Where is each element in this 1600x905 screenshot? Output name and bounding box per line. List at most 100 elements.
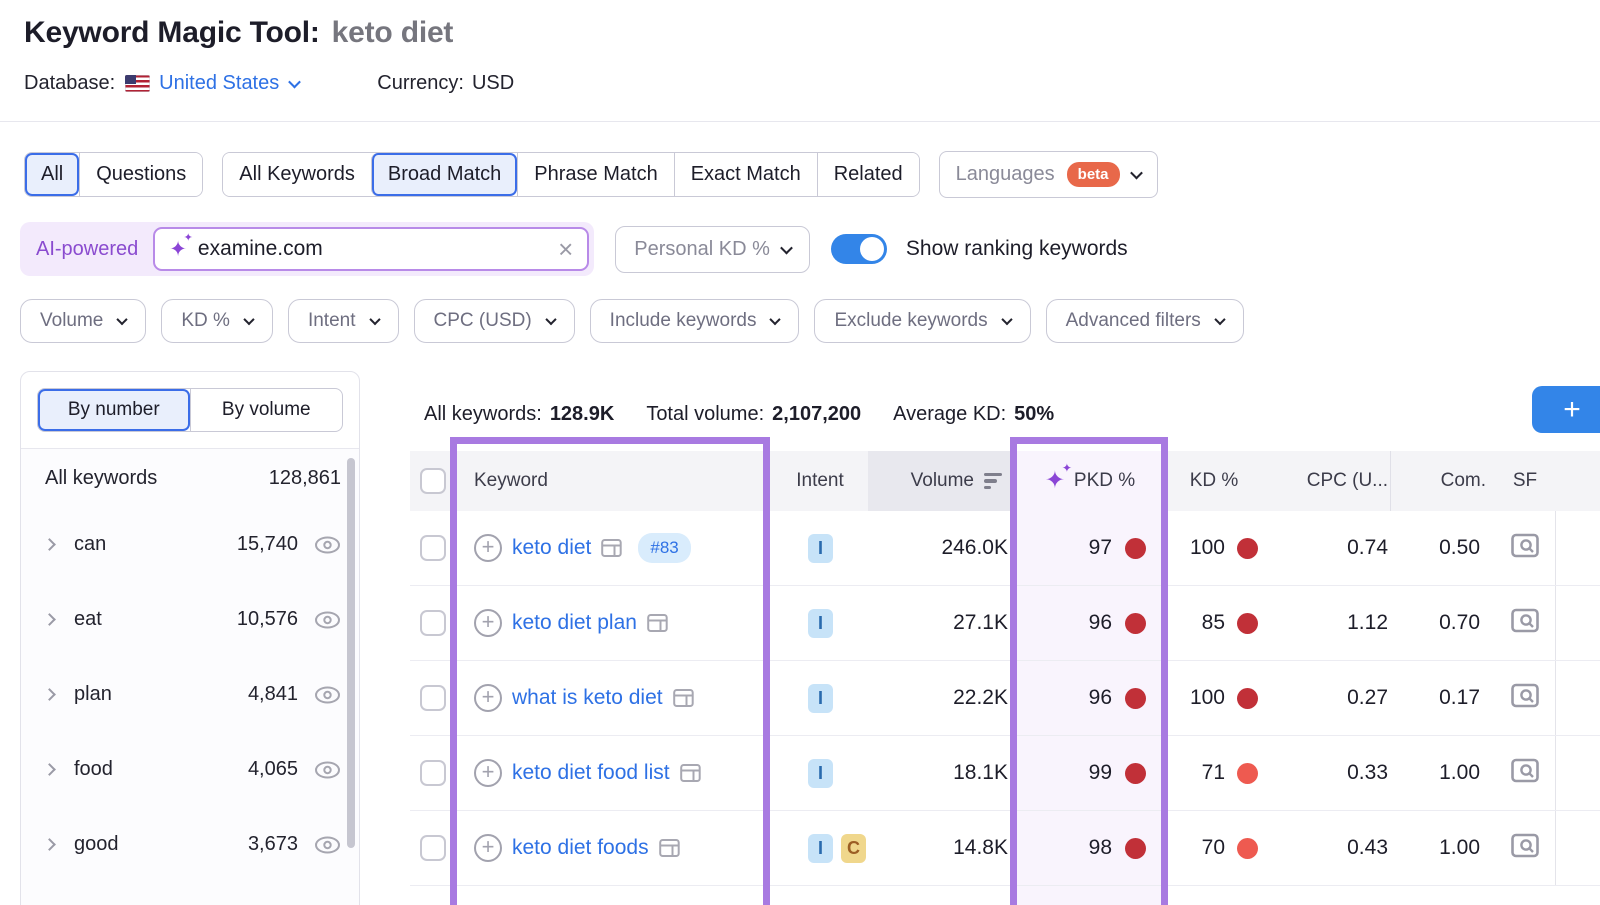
languages-dropdown[interactable]: Languages beta <box>938 151 1158 198</box>
table-row: keto diet plan I 27.1K 96 85 1.12 0.70 <box>410 586 1600 661</box>
keyword-link[interactable]: keto diet foods <box>512 836 649 859</box>
add-to-list-button[interactable]: + <box>1532 386 1600 433</box>
ranking-badge[interactable]: #83 <box>638 533 691 563</box>
filter-dropdown-kd[interactable]: KD % <box>161 299 273 343</box>
page-query: keto diet <box>331 16 454 49</box>
tab-related[interactable]: Related <box>816 153 919 196</box>
tab-by-number[interactable]: By number <box>38 389 190 431</box>
tab-all-keywords[interactable]: All Keywords <box>223 153 371 196</box>
stat-all-keywords: All keywords: 128.9K <box>424 403 614 426</box>
keyword-group-row[interactable]: good 3,673 <box>43 807 341 882</box>
keyword-search-box[interactable]: ✦ × <box>153 227 590 271</box>
filter-dropdown-exclude-keywords[interactable]: Exclude keywords <box>814 299 1031 343</box>
filter-label-exclude-keywords: Exclude keywords <box>834 310 988 331</box>
filter-dropdown-include-keywords[interactable]: Include keywords <box>589 299 800 343</box>
column-header-pkd[interactable]: ✦ PKD % <box>1016 451 1164 511</box>
sidebar-scrollbar[interactable] <box>347 458 355 848</box>
row-checkbox[interactable] <box>420 685 446 711</box>
intent-cell: I <box>772 511 868 585</box>
intent-cell: I <box>772 586 868 660</box>
column-header-com[interactable]: Com. <box>1390 451 1494 511</box>
intent-badge-i: I <box>808 683 833 713</box>
group-count: 4,065 <box>247 758 298 780</box>
tab-exact-match[interactable]: Exact Match <box>673 153 817 196</box>
chevron-right-icon[interactable] <box>43 613 56 626</box>
serp-features-icon[interactable] <box>1510 533 1539 564</box>
personal-kd-dropdown[interactable]: Personal KD % <box>615 225 810 273</box>
serp-features-icon[interactable] <box>1510 683 1539 714</box>
column-header-volume[interactable]: Volume <box>868 451 1016 511</box>
filter-dropdown-volume[interactable]: Volume <box>20 299 147 343</box>
chevron-right-icon[interactable] <box>43 688 56 701</box>
column-header-cpc[interactable]: CPC (U... <box>1306 470 1388 491</box>
row-checkbox[interactable] <box>420 610 446 636</box>
chevron-right-icon[interactable] <box>43 838 56 851</box>
row-checkbox[interactable] <box>420 760 446 786</box>
sort-desc-icon <box>984 472 1002 490</box>
group-sort-tabs: By number By volume <box>37 388 343 432</box>
serp-preview-icon[interactable] <box>672 688 694 708</box>
group-label: good <box>74 833 119 855</box>
column-header-keyword[interactable]: Keyword <box>474 470 548 491</box>
keyword-link[interactable]: keto diet plan <box>512 611 637 634</box>
all-keywords-row[interactable]: All keywords 128,861 <box>45 449 341 507</box>
column-header-sf[interactable]: SF <box>1512 470 1538 491</box>
database-selector[interactable]: United States <box>159 72 302 95</box>
kd-cell: 100 <box>1164 511 1264 585</box>
column-header-kd[interactable]: KD % <box>1189 470 1239 491</box>
pkd-cell: 99 <box>1016 736 1164 810</box>
chevron-right-icon[interactable] <box>43 763 56 776</box>
filter-dropdown-cpc[interactable]: CPC (USD) <box>413 299 575 343</box>
row-checkbox[interactable] <box>420 835 446 861</box>
header-divider <box>0 121 1600 122</box>
group-count: 4,841 <box>247 683 298 705</box>
tab-phrase-match[interactable]: Phrase Match <box>517 153 674 196</box>
toggle-knob <box>859 237 884 261</box>
keyword-group-row[interactable]: plan 4,841 <box>43 657 341 732</box>
serp-features-icon[interactable] <box>1510 833 1539 864</box>
serp-preview-icon[interactable] <box>647 613 668 633</box>
pkd-dot <box>1125 687 1146 709</box>
kd-cell: 100 <box>1164 661 1264 735</box>
add-keyword-icon[interactable] <box>474 834 502 862</box>
keyword-link[interactable]: keto diet <box>512 536 592 559</box>
serp-features-icon[interactable] <box>1510 758 1539 789</box>
keyword-search-input[interactable] <box>197 237 548 261</box>
chevron-right-icon[interactable] <box>43 538 56 551</box>
group-label: can <box>74 533 107 555</box>
column-header-intent[interactable]: Intent <box>796 470 844 491</box>
eye-icon[interactable] <box>314 536 341 554</box>
clear-search-icon[interactable]: × <box>558 234 574 264</box>
eye-icon[interactable] <box>314 761 341 779</box>
kd-cell: 71 <box>1164 736 1264 810</box>
filter-dropdown-advanced-filters[interactable]: Advanced filters <box>1045 299 1244 343</box>
keyword-group-row[interactable]: eat 10,576 <box>43 582 341 657</box>
keyword-link[interactable]: keto diet food list <box>512 761 670 784</box>
select-all-checkbox[interactable] <box>420 468 446 494</box>
serp-features-icon[interactable] <box>1510 608 1539 639</box>
add-keyword-icon[interactable] <box>474 609 502 637</box>
tab-all[interactable]: All <box>25 153 80 196</box>
add-keyword-icon[interactable] <box>474 684 502 712</box>
keyword-group-row[interactable]: food 4,065 <box>43 732 341 807</box>
row-checkbox[interactable] <box>420 535 446 561</box>
serp-preview-icon[interactable] <box>658 838 680 858</box>
ranking-keywords-toggle[interactable] <box>830 234 887 264</box>
eye-icon[interactable] <box>314 611 341 629</box>
us-flag-icon <box>125 75 151 92</box>
intent-badge-i: I <box>808 608 833 638</box>
filter-dropdown-intent[interactable]: Intent <box>287 299 399 343</box>
keyword-group-row[interactable]: can 15,740 <box>43 507 341 582</box>
tab-questions[interactable]: Questions <box>79 153 203 196</box>
serp-preview-icon[interactable] <box>601 538 623 558</box>
eye-icon[interactable] <box>314 686 341 704</box>
eye-icon[interactable] <box>314 836 341 854</box>
keyword-link[interactable]: what is keto diet <box>512 686 663 709</box>
serp-preview-icon[interactable] <box>679 763 701 783</box>
tab-broad-match[interactable]: Broad Match <box>370 153 518 196</box>
add-keyword-icon[interactable] <box>474 534 502 562</box>
add-keyword-icon[interactable] <box>474 759 502 787</box>
filter-label-cpc: CPC (USD) <box>433 310 532 331</box>
kd-dot <box>1237 612 1258 634</box>
tab-by-volume[interactable]: By volume <box>189 389 343 431</box>
